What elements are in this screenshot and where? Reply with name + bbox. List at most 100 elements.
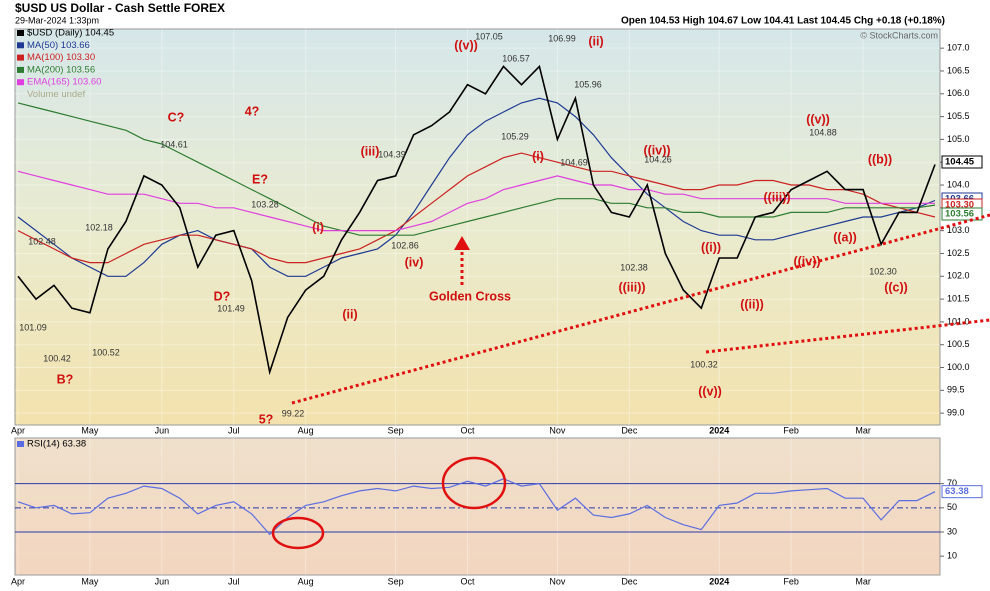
x-tick-label: May	[81, 425, 99, 435]
highlight-circle	[271, 516, 325, 550]
wave-label: (ii)	[588, 34, 603, 48]
legend-label: $USD (Daily) 104.45	[27, 28, 114, 39]
wave-label: (i)	[312, 220, 324, 234]
x-tick-label: Apr	[11, 576, 25, 586]
x-tick-label: Oct	[461, 425, 476, 435]
wave-label: ((iv))	[793, 254, 820, 268]
x-tick-label: Dec	[621, 425, 638, 435]
price-label: 104.69	[560, 157, 588, 167]
wave-label: ((v))	[698, 384, 722, 398]
wave-label: (iii)	[361, 144, 380, 158]
series-line	[17, 97, 936, 277]
y-tick-label: 105.5	[947, 111, 970, 121]
rsi-panel	[14, 437, 941, 576]
price-label: 106.57	[502, 53, 530, 63]
y-tick-label: 106.0	[947, 88, 970, 98]
x-tick-label: Aug	[298, 425, 314, 435]
y-tick-label: 102.0	[947, 271, 970, 281]
y-tick-label: 105.0	[947, 134, 970, 144]
wave-label: E?	[252, 172, 268, 186]
end-label: 104.45	[945, 157, 975, 168]
series-line	[17, 152, 936, 264]
series-line	[17, 170, 935, 232]
y-tick-label: 30	[947, 526, 957, 536]
price-label: 102.18	[85, 222, 113, 232]
wave-label: ((c))	[884, 280, 908, 294]
x-tick-label: Sep	[388, 425, 404, 435]
legend-label: MA(100) 103.30	[27, 52, 95, 63]
end-label: 103.30	[945, 200, 974, 211]
price-label: 101.09	[19, 322, 47, 332]
x-tick-label: Nov	[549, 425, 566, 435]
end-label: 63.38	[945, 486, 969, 497]
wave-label: ((i))	[701, 240, 721, 254]
series-line	[17, 64, 936, 376]
x-tick-label: Mar	[855, 576, 871, 586]
end-label-box	[941, 485, 983, 499]
y-tick-label: 10	[947, 551, 957, 561]
legend-label: MA(200) 103.56	[27, 64, 95, 75]
wave-label: ((v))	[454, 38, 478, 52]
price-label: 100.32	[690, 359, 718, 369]
x-tick-label: May	[81, 576, 99, 586]
wave-label: ((ii))	[740, 297, 764, 311]
legend-label: EMA(165) 103.60	[27, 77, 101, 88]
y-tick-label: 70	[947, 478, 957, 488]
series-line	[17, 102, 936, 236]
price-label: 102.30	[869, 266, 897, 276]
wave-label: ((iv))	[643, 143, 670, 157]
date: 29-Mar-2024 1:33pm	[15, 15, 99, 25]
y-tick-label: 101.5	[947, 293, 970, 303]
wave-label: ((iii))	[618, 280, 645, 294]
wave-label: D?	[214, 289, 231, 303]
price-label: 107.05	[475, 31, 503, 41]
x-tick-label: Jun	[155, 576, 170, 586]
legend-swatch	[17, 42, 24, 49]
arrow-head	[454, 236, 470, 250]
x-tick-label: Oct	[461, 576, 476, 586]
wave-label: (ii)	[342, 307, 357, 321]
end-label-box	[941, 155, 983, 169]
x-tick-label: Mar	[855, 425, 871, 435]
wave-label: (iv)	[405, 255, 424, 269]
y-tick-label: 106.5	[947, 65, 970, 75]
y-tick-label: 101.0	[947, 316, 970, 326]
y-tick-label: 100.5	[947, 339, 970, 349]
price-label: 100.52	[92, 347, 120, 357]
y-tick-label: 50	[947, 502, 957, 512]
wave-label: C?	[168, 110, 185, 124]
price-label: 102.38	[620, 262, 648, 272]
symbol: $USD US Dollar - Cash Settle FOREX	[15, 1, 225, 15]
price-label: 105.96	[574, 79, 602, 89]
price-label: 104.39	[378, 149, 406, 159]
x-tick-label: Jul	[228, 576, 240, 586]
x-tick-label: Jul	[228, 425, 240, 435]
x-tick-label: 2024	[709, 425, 729, 435]
x-tick-label: Sep	[388, 576, 404, 586]
x-tick-label: Feb	[783, 576, 799, 586]
wave-label: (i)	[532, 149, 544, 163]
wave-label: ((b))	[868, 152, 892, 166]
y-tick-label: 104.0	[947, 179, 970, 189]
price-label: 102.48	[28, 236, 56, 246]
trendline	[291, 213, 990, 405]
x-tick-label: 2024	[709, 576, 729, 586]
x-tick-label: Dec	[621, 576, 638, 586]
y-tick-label: 100.0	[947, 362, 970, 372]
x-tick-label: Aug	[298, 576, 314, 586]
price-label: 102.86	[391, 240, 419, 250]
quote: Open 104.53 High 104.67 Low 104.41 Last …	[621, 16, 945, 27]
y-tick-label: 107.0	[947, 43, 970, 53]
y-tick-label: 103.0	[947, 225, 970, 235]
end-label: 103.56	[945, 209, 974, 220]
legend-swatch	[17, 66, 24, 73]
x-tick-label: Jun	[155, 425, 170, 435]
price-label: 104.88	[809, 127, 837, 137]
x-tick-label: Apr	[11, 425, 25, 435]
price-label: 104.26	[644, 154, 672, 164]
price-label: 106.99	[548, 33, 576, 43]
wave-label: ((v))	[806, 112, 830, 126]
legend-swatch	[17, 79, 24, 86]
y-tick-label: 99.0	[947, 408, 965, 418]
